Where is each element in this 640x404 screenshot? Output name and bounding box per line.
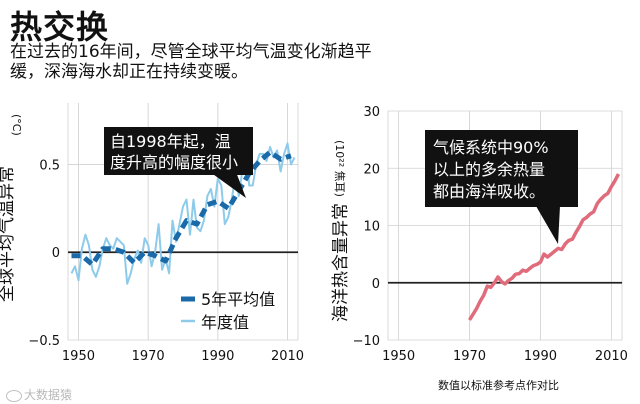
ocean-heat-y-tick-label: 10 bbox=[363, 220, 380, 235]
ocean-callout-line-2: 以上的多余热量 bbox=[433, 160, 545, 179]
ocean-heat-yunit: (10²² 焦耳) bbox=[333, 140, 346, 197]
ocean-heat-x-tick-label: 1990 bbox=[524, 349, 557, 364]
ocean-heat-y-tick-label: 0 bbox=[372, 277, 380, 292]
watermark-text: 大数据猿 bbox=[24, 388, 73, 402]
temperature-legend: 5年平均值 年度值 bbox=[181, 290, 275, 332]
temperature-chart: 全球平均气温异常 (°C) 0.50−0.5 1950 1970 1990 2010 … bbox=[0, 103, 304, 364]
ocean-callout-line-1: 气候系统中90% bbox=[433, 138, 549, 157]
watermark-logo-icon bbox=[6, 389, 22, 402]
ocean-heat-x-tick-label: 1970 bbox=[453, 349, 486, 364]
temperature-y-tick-label: 0 bbox=[52, 246, 60, 261]
ocean-heat-footnote: 数值以标准参考点作对比 bbox=[438, 378, 559, 392]
ocean-heat-y-tick-label: −10 bbox=[353, 334, 380, 349]
five-year-average-series-line bbox=[71, 149, 292, 267]
legend-avg-label: 5年平均值 bbox=[201, 290, 275, 309]
temperature-x-tick-label: 1950 bbox=[62, 349, 95, 364]
ocean-callout-line-3: 都由海洋吸收。 bbox=[433, 182, 545, 201]
temperature-ylabel: 全球平均气温异常 bbox=[0, 166, 17, 302]
temperature-callout-line-1: 自1998年起，温 bbox=[110, 132, 231, 151]
temperature-yunit: (°C) bbox=[10, 114, 23, 136]
page-subtitle: 在过去的16年间，尽管全球平均气温变化渐趋平缓，深海海水却正在持续变暖。 bbox=[10, 42, 372, 82]
temperature-y-tick-label: 0.5 bbox=[39, 158, 60, 173]
temperature-x-tick-label: 1990 bbox=[201, 349, 234, 364]
ocean-heat-series-line bbox=[468, 173, 621, 321]
ocean-heat-y-tick-label: 30 bbox=[363, 105, 380, 120]
temperature-callout-box bbox=[104, 127, 253, 175]
ocean-heat-xticks: 1950 1970 1990 2010 bbox=[382, 349, 628, 364]
ocean-callout-box bbox=[425, 130, 578, 207]
temperature-x-tick-label: 2010 bbox=[271, 349, 304, 364]
ocean-callout-pointer bbox=[536, 206, 560, 244]
temperature-yticks: 0.5 0 −0.5 bbox=[28, 158, 60, 349]
watermark: 大数据猿 bbox=[6, 386, 72, 403]
temperature-callout-text: 自1998年起，温 度升高的幅度很小 bbox=[110, 132, 238, 172]
page-title: 热交换 bbox=[10, 8, 110, 46]
temperature-x-tick-label: 1970 bbox=[132, 349, 165, 364]
temperature-callout-line-2: 度升高的幅度很小 bbox=[110, 153, 238, 172]
temperature-y-tick-label: −0.5 bbox=[28, 334, 60, 349]
ocean-heat-x-tick-label: 2010 bbox=[595, 349, 628, 364]
ocean-heat-yticks: 30 20 10 0 −10 bbox=[353, 105, 380, 349]
ocean-heat-y-tick-label: 20 bbox=[363, 162, 380, 177]
ocean-heat-ylabel: 海洋热含量异常 bbox=[331, 203, 351, 322]
ocean-callout-text: 气候系统中90% 以上的多余热量 都由海洋吸收。 bbox=[433, 138, 554, 201]
ocean-heat-x-tick-label: 1950 bbox=[382, 349, 415, 364]
temperature-callout-pointer bbox=[210, 172, 246, 198]
legend-annual-label: 年度值 bbox=[201, 313, 249, 332]
temperature-xticks: 1950 1970 1990 2010 bbox=[62, 349, 304, 364]
